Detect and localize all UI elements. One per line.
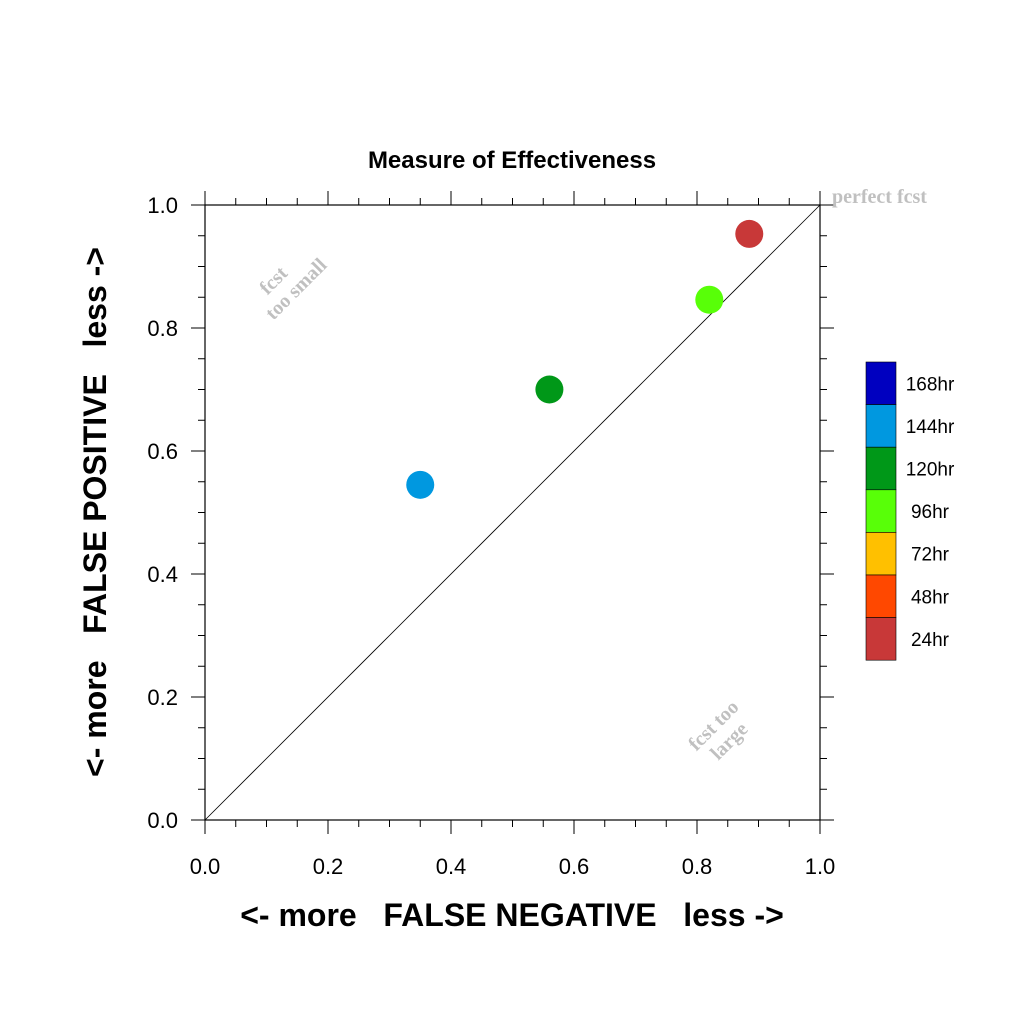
legend-swatch-72hr [865, 532, 897, 576]
y-tick-label: 0.8 [147, 316, 178, 341]
legend-label-168hr: 168hr [906, 374, 955, 395]
legend-swatch-120hr [865, 446, 897, 491]
legend-swatch-24hr [865, 617, 897, 661]
plot-area: 0.0 0.2 0.4 0.6 0.8 1.0 0.0 0.2 0.4 0.6 0.8 1.0 [147, 191, 835, 879]
y-tick-label: 0.6 [147, 439, 178, 464]
point-144hr [406, 470, 435, 499]
x-axis-label: <- more FALSE NEGATIVE less -> [240, 897, 784, 933]
legend-label-48hr: 48hr [911, 587, 950, 608]
legend-label-144hr: 144hr [906, 417, 955, 438]
legend: 168hr 144hr 120hr 96hr 72hr 48hr 24hr [865, 361, 955, 661]
x-tick-label: 0.8 [682, 854, 713, 879]
x-tick-label: 0.0 [190, 854, 221, 879]
legend-swatch-144hr [865, 404, 897, 448]
too-small-annotation: fcst too small [255, 254, 331, 324]
legend-swatch-96hr [865, 489, 897, 533]
y-tick-label: 0.2 [147, 685, 178, 710]
y-tick-label: 0.4 [147, 562, 178, 587]
axis-ticks [191, 191, 834, 834]
perfect-forecast-label: perfect fcst [832, 186, 927, 208]
legend-label-96hr: 96hr [911, 502, 950, 523]
chart-title: Measure of Effectiveness [368, 147, 656, 174]
y-tick-label: 0.0 [147, 808, 178, 833]
legend-label-72hr: 72hr [911, 545, 950, 566]
point-24hr [735, 219, 764, 248]
x-tick-label: 0.4 [436, 854, 467, 879]
x-tick-label: 1.0 [805, 854, 836, 879]
legend-swatch-48hr [865, 574, 897, 618]
too-large-annotation: fcst too large [684, 696, 752, 764]
legend-label-120hr: 120hr [906, 460, 955, 481]
y-axis-label: <- more FALSE POSITIVE less -> [77, 247, 113, 777]
y-tick-label: 1.0 [147, 193, 178, 218]
x-tick-label: 0.2 [313, 854, 344, 879]
legend-swatch-168hr [865, 361, 897, 405]
axis-tick-labels: 0.0 0.2 0.4 0.6 0.8 1.0 0.0 0.2 0.4 0.6 0.8 1.0 [147, 193, 835, 879]
legend-label-24hr: 24hr [911, 630, 950, 651]
data-points [406, 219, 764, 499]
point-96hr [695, 285, 724, 314]
point-120hr [535, 375, 564, 404]
x-tick-label: 0.6 [559, 854, 590, 879]
